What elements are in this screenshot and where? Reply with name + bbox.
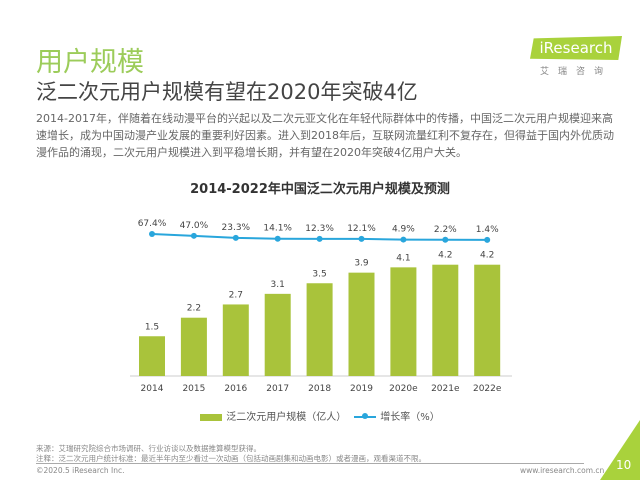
chart-title: 2014-2022年中国泛二次元用户规模及预测 [190, 182, 450, 197]
bar-label: 2.7 [229, 290, 243, 300]
x-tick-label: 2014 [141, 384, 164, 394]
bar [348, 272, 375, 376]
logo-subtitle: 艾瑞咨询 [540, 67, 613, 77]
line-label: 67.4% [138, 219, 167, 229]
bar-label: 3.5 [312, 269, 326, 279]
x-tick-label: 2017 [266, 384, 289, 394]
bar-label: 3.1 [271, 280, 285, 290]
divider [36, 463, 584, 464]
line-point [190, 232, 197, 239]
bar [432, 264, 459, 376]
line-label: 2.2% [434, 225, 457, 235]
iresearch-logo: iResearch [530, 36, 622, 60]
bar [139, 336, 165, 376]
body-text: 2014-2017年，伴随着在线动漫平台的兴起以及二次元亚文化在年轻代际群体中的… [36, 112, 614, 159]
page-number: 10 [616, 458, 632, 472]
website-link[interactable]: www.iresearch.com.cn [520, 466, 605, 475]
bar [180, 317, 207, 376]
footnote: 注释：泛二次元用户统计标准：最近半年内至少看过一次动画（包括动画剧集和动画电影）… [36, 454, 426, 463]
line-point [232, 234, 239, 241]
x-tick-label: 2020e [389, 384, 418, 394]
bar [264, 293, 291, 376]
source-note: 来源：艾瑞研究院综合市场调研、行业访谈以及数据推算模型获得。 [36, 444, 261, 453]
headline: 泛二次元用户规模有望在2020年突破4亿 [36, 80, 418, 104]
x-tick-label: 2022e [473, 384, 502, 394]
x-tick-label: 2018 [308, 384, 331, 394]
line-label: 23.3% [222, 223, 251, 233]
bar [390, 267, 417, 376]
legend-line-label: 增长率（%） [380, 412, 440, 423]
line-label: 12.1% [347, 224, 376, 234]
line-point [484, 236, 491, 243]
bar [474, 264, 501, 376]
bar [306, 283, 333, 376]
line-label: 47.0% [180, 221, 209, 231]
bar-label: 4.1 [396, 253, 410, 263]
line-point [149, 231, 155, 237]
bar-label: 4.2 [480, 251, 494, 261]
line-point [316, 235, 323, 242]
legend: 泛二次元用户规模（亿人） 增长率（%） [0, 408, 640, 423]
line-point [442, 236, 449, 243]
line-label: 4.9% [392, 225, 415, 235]
bar-label: 2.2 [187, 304, 201, 314]
x-tick-label: 2021e [431, 384, 460, 394]
line-label: 1.4% [476, 225, 499, 235]
bar-label: 1.5 [145, 322, 159, 332]
x-tick-label: 2015 [182, 384, 205, 394]
line-point [274, 235, 281, 242]
copyright: ©2020.5 iResearch Inc. [36, 466, 125, 475]
line-point [358, 235, 365, 242]
legend-line-swatch [354, 413, 377, 419]
section-title: 用户规模 [36, 47, 144, 78]
bar-label: 3.9 [354, 259, 369, 269]
line-label: 12.3% [305, 224, 334, 234]
x-tick-label: 2016 [224, 384, 247, 394]
x-tick-label: 2019 [350, 384, 373, 394]
legend-bar-label: 泛二次元用户规模（亿人） [226, 412, 347, 423]
bar-label: 4.2 [438, 251, 452, 261]
legend-bar-swatch [200, 413, 223, 421]
line-label: 14.1% [263, 224, 292, 234]
bar [222, 304, 249, 376]
line-point [400, 236, 407, 243]
